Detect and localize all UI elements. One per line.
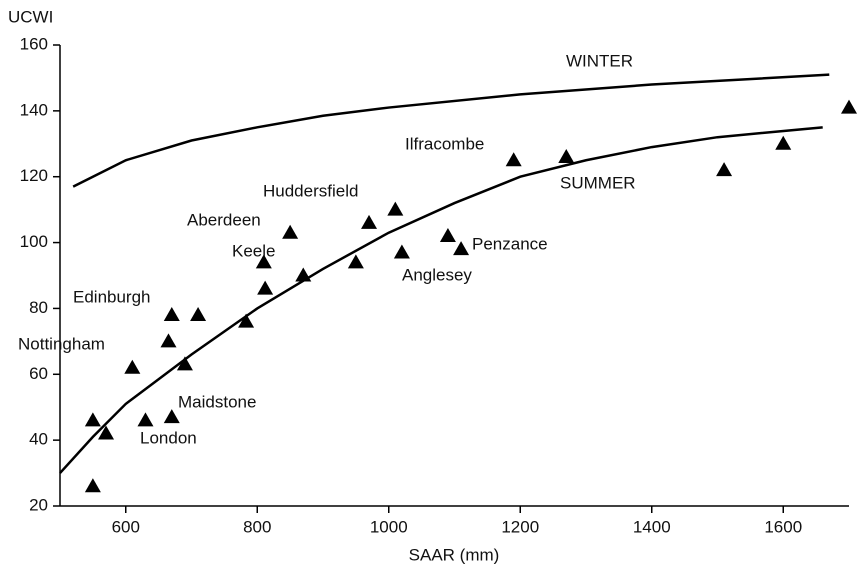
- point: [124, 359, 141, 374]
- x-tick-label: 1200: [501, 517, 539, 536]
- x-tick-label: 1000: [370, 517, 408, 536]
- point-label: Anglesey: [402, 265, 472, 284]
- point: [176, 356, 193, 371]
- y-tick-label: 60: [29, 364, 48, 383]
- point-label: Maidstone: [178, 392, 256, 411]
- point: [347, 254, 364, 269]
- point: [257, 280, 274, 295]
- point: [558, 148, 575, 163]
- point-label: Nottingham: [18, 334, 105, 353]
- point: [238, 313, 255, 328]
- point: [98, 425, 115, 440]
- point: [361, 214, 378, 229]
- point: [255, 254, 272, 269]
- x-tick-label: 800: [243, 517, 271, 536]
- point: [137, 412, 154, 427]
- x-tick-label: 600: [112, 517, 140, 536]
- point: [439, 227, 456, 242]
- point: [775, 135, 792, 150]
- point: [163, 409, 180, 424]
- point: [84, 412, 101, 427]
- y-tick-label: 80: [29, 298, 48, 317]
- point: [716, 162, 733, 177]
- point-label: Keele: [232, 241, 275, 260]
- curve-label: WINTER: [566, 51, 633, 70]
- y-tick-label: 40: [29, 430, 48, 449]
- point-label: Ilfracombe: [405, 134, 484, 153]
- point: [387, 201, 404, 216]
- x-tick-label: 1600: [764, 517, 802, 536]
- point: [453, 241, 470, 256]
- point: [282, 224, 299, 239]
- x-axis-title: SAAR (mm): [409, 545, 500, 564]
- curve: [59, 126, 823, 474]
- y-tick-label: 160: [20, 34, 48, 53]
- curve-label: SUMMER: [560, 173, 636, 192]
- y-tick-label: 120: [20, 166, 48, 185]
- point-label: London: [140, 428, 197, 447]
- x-tick-label: 1400: [633, 517, 671, 536]
- point: [841, 99, 857, 114]
- point: [505, 152, 522, 167]
- y-tick-label: 20: [29, 495, 48, 514]
- y-tick-label: 140: [20, 100, 48, 119]
- point: [160, 333, 177, 348]
- point-label: Huddersfield: [263, 181, 358, 200]
- point-label: Penzance: [472, 234, 548, 253]
- point-label: Edinburgh: [73, 287, 151, 306]
- y-tick-label: 100: [20, 232, 48, 251]
- point: [190, 307, 207, 322]
- point: [163, 307, 180, 322]
- y-axis-title: UCWI: [8, 7, 53, 26]
- point: [393, 244, 410, 259]
- curve: [72, 73, 830, 188]
- point-label: Aberdeen: [187, 210, 261, 229]
- point: [84, 478, 101, 493]
